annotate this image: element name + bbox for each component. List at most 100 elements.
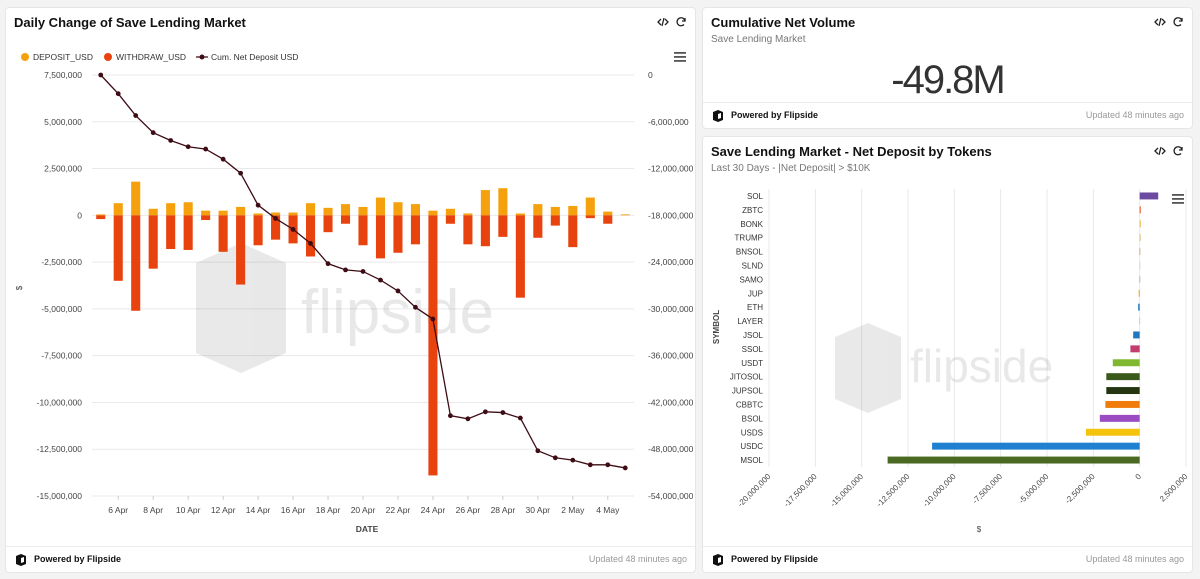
token-bar [1105, 400, 1140, 408]
withdraw-bar [271, 215, 281, 240]
withdraw-bar [253, 215, 263, 246]
token-bar [1139, 234, 1141, 242]
category-label: JSOL [743, 331, 764, 340]
cum-net-deposit-point [203, 146, 209, 152]
category-label: CBBTC [736, 400, 763, 409]
deposit-bar [236, 206, 246, 216]
token-bar [1130, 345, 1140, 353]
x-tick-label: 6 Apr [108, 505, 128, 515]
deposit-bar [113, 203, 123, 216]
embed-code-icon[interactable] [1154, 145, 1166, 157]
menu-bar [1172, 202, 1184, 204]
category-label: USDS [741, 428, 763, 437]
x-tick-label: -12,500,000 [875, 472, 912, 509]
x-tick-label: -17,500,000 [782, 472, 819, 509]
x-tick-label: -10,000,000 [921, 472, 958, 509]
deposit-bar [253, 213, 263, 216]
y2-tick-label: 0 [648, 70, 653, 80]
panel-title: Cumulative Net Volume [711, 15, 856, 30]
category-label: SLND [742, 261, 764, 270]
panel-subtitle: Save Lending Market [711, 34, 806, 45]
deposit-bar [498, 188, 508, 216]
refresh-icon[interactable] [675, 16, 687, 28]
embed-code-icon[interactable] [657, 16, 669, 28]
panel-actions [1154, 16, 1184, 28]
category-label: SOL [747, 192, 764, 201]
cum-net-deposit-point [395, 288, 401, 294]
y-tick-label: -15,000,000 [37, 491, 83, 501]
withdraw-bar [131, 215, 141, 311]
deposit-bar [201, 210, 211, 216]
panel-actions [1154, 145, 1184, 157]
deposit-bar [533, 204, 543, 216]
x-axis-title: DATE [356, 524, 379, 534]
cum-net-deposit-point [308, 241, 313, 246]
y-tick-label: 5,000,000 [44, 117, 82, 127]
powered-by-label[interactable]: Powered by Flipside [731, 110, 819, 120]
category-label: MSOL [740, 456, 763, 465]
withdraw-bar [445, 215, 455, 224]
cum-net-deposit-point [98, 72, 104, 78]
y2-tick-label: -42,000,000 [648, 397, 694, 407]
powered-by-label[interactable]: Powered by Flipside [731, 554, 819, 564]
cum-net-deposit-point [500, 410, 506, 415]
withdraw-bar [113, 215, 123, 281]
token-bar [1139, 192, 1159, 200]
y2-tick-label: -54,000,000 [648, 491, 694, 501]
deposit-bar [603, 211, 613, 216]
x-tick-label: 18 Apr [316, 505, 341, 515]
deposit-bar [358, 206, 368, 216]
category-label: BSOL [742, 414, 764, 423]
cum-net-deposit-point [185, 144, 191, 150]
refresh-icon[interactable] [1172, 16, 1184, 28]
category-label: JITOSOL [730, 373, 764, 382]
cum-net-deposit-point [535, 448, 541, 454]
deposit-bar [410, 204, 420, 216]
category-label: JUPSOL [732, 387, 764, 396]
deposit-bar [323, 207, 333, 216]
withdraw-bar [148, 215, 158, 269]
x-tick-label: 20 Apr [351, 505, 376, 515]
cum-net-deposit-point [343, 267, 348, 273]
deposit-bar [480, 190, 490, 216]
withdraw-bar [585, 215, 595, 219]
legend-marker-cum [199, 54, 205, 60]
deposit-bar [166, 203, 176, 216]
embed-code-icon[interactable] [1154, 16, 1166, 28]
x-tick-label: 2,500,000 [1158, 472, 1190, 504]
chart-menu-icon[interactable] [674, 52, 686, 62]
watermark-text: flipside [301, 278, 494, 347]
withdraw-bar [480, 215, 490, 247]
panel-actions [657, 16, 687, 28]
cum-net-deposit-point [378, 277, 383, 283]
menu-bar [1172, 198, 1184, 200]
token-bar [932, 442, 1140, 450]
watermark-logo-icon [196, 243, 286, 373]
watermark-text: flipside [910, 340, 1053, 392]
flipside-logo-icon [16, 554, 26, 566]
refresh-icon[interactable] [1172, 145, 1184, 157]
deposit-bar [620, 214, 630, 216]
withdraw-bar [236, 215, 246, 285]
token-bar [1106, 387, 1140, 395]
cum-net-deposit-point [273, 216, 278, 221]
x-tick-label: 10 Apr [176, 505, 201, 515]
updated-label: Updated 48 minutes ago [588, 554, 687, 564]
withdraw-bar [550, 215, 560, 226]
legend-label-withdraw: WITHDRAW_USD [116, 52, 186, 62]
withdraw-bar [568, 215, 578, 248]
powered-by-label[interactable]: Powered by Flipside [34, 554, 122, 564]
cum-net-deposit-point [220, 156, 226, 162]
cum-net-deposit-point [325, 261, 331, 267]
y2-tick-label: -36,000,000 [648, 351, 694, 361]
cum-net-deposit-point [168, 138, 174, 143]
withdraw-bar [463, 215, 473, 245]
deposit-bar [463, 213, 473, 216]
category-label: JUP [748, 289, 763, 298]
withdraw-bar [340, 215, 351, 224]
token-bar [1139, 248, 1141, 256]
chart-menu-icon[interactable] [1172, 194, 1184, 204]
y2-tick-label: -48,000,000 [648, 444, 694, 454]
panel-footer: Powered by Flipside Updated 48 minutes a… [703, 102, 1192, 128]
token-bar [1106, 373, 1140, 381]
